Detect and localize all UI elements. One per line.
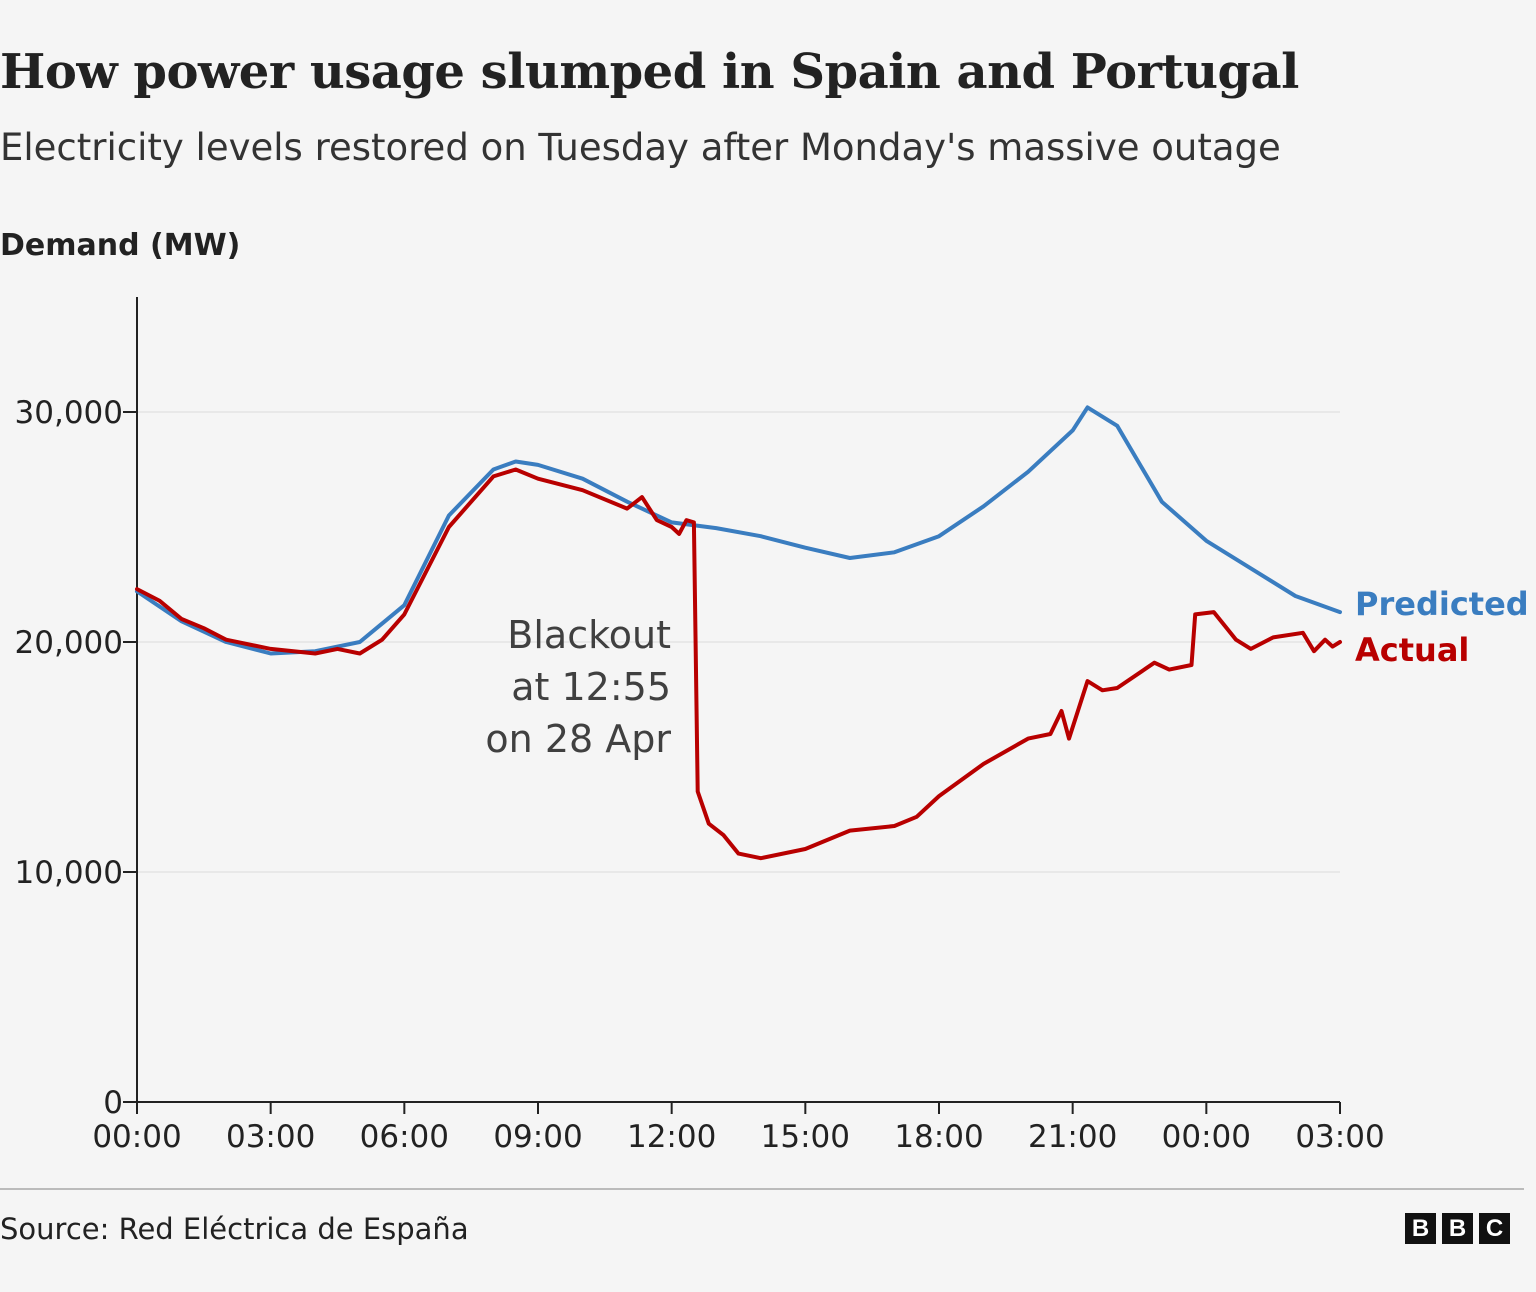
x-tick-label: 09:00 — [493, 1119, 582, 1155]
chart-title: How power usage slumped in Spain and Por… — [0, 44, 1299, 100]
y-tick-label: 0 — [103, 1085, 123, 1121]
chart-subtitle: Electricity levels restored on Tuesday a… — [0, 126, 1281, 169]
legend-label-actual: Actual — [1355, 631, 1469, 669]
x-tick-label: 06:00 — [360, 1119, 449, 1155]
x-tick-label: 03:00 — [226, 1119, 315, 1155]
y-tick-label: 30,000 — [15, 395, 123, 431]
blackout-annotation: Blackout — [507, 613, 671, 657]
x-tick-label: 03:00 — [1295, 1119, 1384, 1155]
x-tick-label: 00:00 — [92, 1119, 181, 1155]
y-tick-label: 20,000 — [15, 625, 123, 661]
footer-divider — [0, 1188, 1524, 1190]
series-line-predicted — [135, 405, 1342, 656]
x-tick-label: 12:00 — [627, 1119, 716, 1155]
x-tick-label: 18:00 — [894, 1119, 983, 1155]
y-tick-label: 10,000 — [15, 855, 123, 891]
blackout-annotation: at 12:55 — [511, 665, 671, 709]
x-tick-label: 00:00 — [1162, 1119, 1251, 1155]
series-line-actual — [135, 467, 1342, 861]
x-tick-label: 15:00 — [761, 1119, 850, 1155]
x-tick-label: 21:00 — [1028, 1119, 1117, 1155]
blackout-annotation: on 28 Apr — [485, 717, 671, 761]
legend-label-predicted: Predicted — [1355, 585, 1529, 623]
source-note: Source: Red Eléctrica de España — [0, 1212, 469, 1246]
y-axis-label: Demand (MW) — [0, 228, 241, 263]
